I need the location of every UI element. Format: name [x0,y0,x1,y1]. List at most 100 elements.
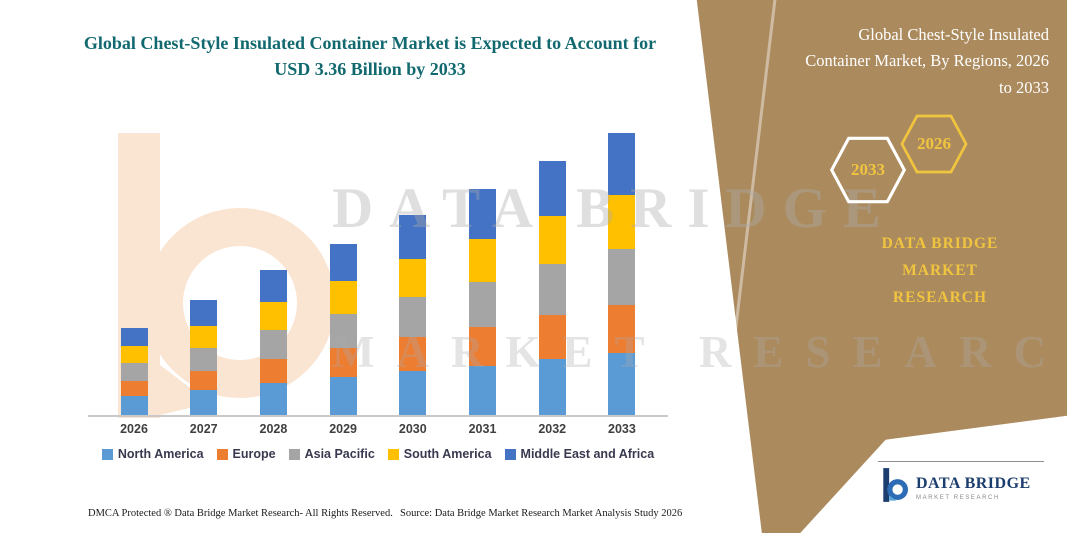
stacked-bar-2028 [259,270,287,415]
bar-slot-2027 [172,113,236,415]
bar-segment-europe [190,371,218,390]
panel-title-line3: to 2033 [999,77,1049,97]
x-axis-labels: 2026 2027 2028 2029 2030 2031 2032 2033 [88,417,668,436]
x-tick-label-2026: 2026 [120,422,148,436]
legend-item-middle-east-and-africa: Middle East and Africa [504,447,655,461]
source-note: Source: Data Bridge Market Research Mark… [400,508,683,519]
bar-segment-asia-pacific [469,282,497,327]
panel-brand-text: DATA BRIDGE MARKET RESEARCH [845,230,1035,311]
logo-texts: DATA BRIDGE MARKET RESEARCH [916,475,1031,501]
legend-swatch [216,448,228,460]
legend: North America Europe Asia Pacific South Ame… [88,447,668,461]
bar-slot-2031 [451,113,515,415]
bar-segment-middle-east-and-africa [190,300,218,326]
bar-slot-2028 [241,113,305,415]
bar-segment-europe [259,359,287,383]
panel-title-line2: Container Market, By Regions, 2026 [805,51,1049,71]
bar-slot-2032 [520,113,584,415]
legend-label: Europe [232,447,276,461]
logo-divider [878,461,1044,462]
x-tick-label-2033: 2033 [608,422,636,436]
hexagon-badge-2033: 2033 [829,136,907,204]
dmca-notice: DMCA Protected ® Data Bridge Market Rese… [88,508,393,519]
company-logo: DATA BRIDGE MARKET RESEARCH [882,468,1031,507]
legend-label: North America [117,447,204,461]
x-tick-label-2028: 2028 [259,422,288,436]
bar-segment-north-america [259,383,287,415]
bar-segment-europe [329,348,357,377]
bar-slot-2029 [311,113,375,415]
chart-area: 2026 2027 2028 2029 2030 2031 2032 2033 North A… [88,113,668,461]
bar-segment-south-america [538,216,566,264]
bar-segment-south-america [608,195,636,249]
bar-segment-asia-pacific [399,297,427,337]
bar-segment-north-america [190,390,218,415]
hexagon-badge-2026: 2026 [899,114,969,174]
legend-label: Asia Pacific [304,447,375,461]
legend-label: Middle East and Africa [520,447,655,461]
x-tick-label-2029: 2029 [329,422,358,436]
legend-label: South America [403,447,492,461]
bar-segment-south-america [259,302,287,330]
bar-segment-north-america [538,359,566,415]
legend-swatch [504,448,516,460]
legend-item-south-america: South America [387,447,492,461]
bar-slot-2033 [590,113,654,415]
logo-tagline: MARKET RESEARCH [916,494,1000,501]
bar-segment-north-america [608,353,636,415]
stacked-bar-2029 [329,244,357,415]
stacked-bar-2030 [399,215,427,415]
bar-segment-middle-east-and-africa [608,133,636,195]
bar-segment-middle-east-and-africa [399,215,427,259]
bar-segment-north-america [329,377,357,415]
bar-segment-middle-east-and-africa [259,270,287,302]
legend-swatch [387,448,399,460]
stacked-bar-2027 [190,300,218,415]
legend-swatch [101,448,113,460]
bar-segment-north-america [469,366,497,415]
stacked-bar-2032 [538,161,566,415]
bar-segment-asia-pacific [329,314,357,348]
plot-area [88,113,668,417]
x-tick-label-2030: 2030 [398,422,427,436]
hexagon-2026-label: 2026 [917,134,951,153]
x-tick-label-2027: 2027 [189,422,218,436]
panel-brand-line1: DATA BRIDGE MARKET [881,235,999,280]
x-tick-label-2032: 2032 [538,422,567,436]
stacked-bar-2031 [469,189,497,415]
panel-title-line1: Global Chest-Style Insulated [858,25,1049,44]
bar-segment-south-america [190,326,218,348]
bar-segment-europe [469,327,497,366]
bar-segment-asia-pacific [259,330,287,359]
bar-segment-south-america [469,239,497,282]
bar-segment-europe [608,305,636,353]
chart-title: Global Chest-Style Insulated Container M… [83,33,657,80]
bar-segment-asia-pacific [608,249,636,305]
panel-brand-line2: RESEARCH [892,289,988,307]
legend-item-north-america: North America [101,447,204,461]
bar-segment-middle-east-and-africa [120,328,148,346]
bar-segment-asia-pacific [190,348,218,371]
stacked-bar-2026 [120,328,148,415]
bar-segment-asia-pacific [120,363,148,381]
bar-segment-south-america [399,259,427,297]
bar-segment-asia-pacific [538,264,566,315]
hexagon-2033-label: 2033 [851,160,885,179]
bar-segment-europe [538,315,566,359]
bar-segment-south-america [329,281,357,314]
legend-swatch [288,448,300,460]
bar-segment-middle-east-and-africa [329,244,357,281]
bar-segment-north-america [120,396,148,415]
bar-slot-2030 [381,113,445,415]
bar-segment-south-america [120,346,148,363]
bar-slot-2026 [102,113,166,415]
x-tick-label-2031: 2031 [468,422,497,436]
data-bridge-b-icon [882,468,908,507]
bar-segment-middle-east-and-africa [538,161,566,216]
bar-segment-middle-east-and-africa [469,189,497,239]
bar-segment-north-america [399,371,427,415]
legend-item-europe: Europe [216,447,276,461]
bar-segment-europe [399,337,427,371]
stacked-bar-2033 [608,133,636,415]
